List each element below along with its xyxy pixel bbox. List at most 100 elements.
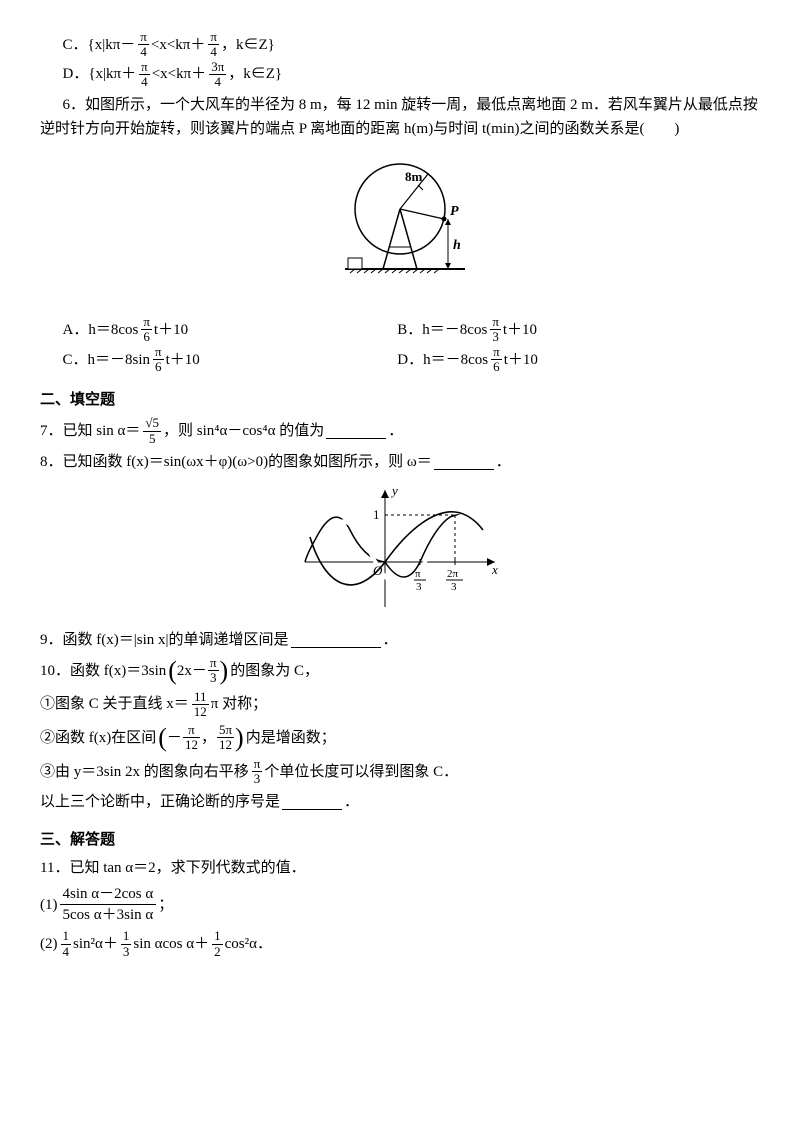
text: sin αcos α＋	[133, 932, 209, 956]
q6-option-c: C．h＝－8sin π6 t＋10	[63, 345, 398, 375]
num: 4sin α－2cos α	[60, 884, 157, 905]
text: t＋10	[166, 348, 200, 372]
num: π	[138, 30, 149, 45]
q5-option-d: D．{x|kπ＋ π4 <x<kπ＋ 3π4 ，k∈Z}	[40, 60, 760, 90]
text: t＋10	[504, 348, 538, 372]
num: π	[208, 656, 219, 671]
den: 6	[491, 360, 502, 374]
text: 个单位长度可以得到图象 C．	[264, 760, 458, 784]
answer-blank[interactable]	[326, 423, 386, 439]
text: 内是增函数；	[246, 726, 336, 750]
q9: 9．函数 f(x)＝|sin x|的单调递增区间是 ．	[40, 628, 760, 652]
text: π 对称；	[211, 692, 267, 716]
text: <x<kπ＋	[152, 62, 207, 86]
text: A．h＝8cos	[63, 318, 139, 342]
num: π	[153, 345, 164, 360]
text: ．	[388, 419, 403, 443]
q10-line5: 以上三个论断中，正确论断的序号是 ．	[40, 790, 760, 814]
text: B．h＝－8cos	[397, 318, 487, 342]
den: 4	[208, 45, 219, 59]
q10-line4: ③由 y＝3sin 2x 的图象向右平移 π3 个单位长度可以得到图象 C．	[40, 757, 760, 787]
text: sin²α＋	[73, 932, 118, 956]
q5-option-c: C．{x|kπ－ π4 <x<kπ＋ π4 ，k∈Z}	[40, 30, 760, 60]
text: ③由 y＝3sin 2x 的图象向右平移	[40, 760, 249, 784]
text: ，	[201, 726, 216, 750]
text: D．h＝－8cos	[397, 348, 488, 372]
num: 1	[121, 929, 132, 944]
q8: 8．已知函数 f(x)＝sin(ωx＋φ)(ω>0)的图象如图所示，则 ω＝ ．	[40, 450, 760, 474]
q6-figure: 8m P h	[40, 149, 760, 307]
label-p: P	[450, 204, 459, 219]
den: 4	[61, 945, 72, 959]
q6-options: A．h＝8cos π6 t＋10 B．h＝－8cos π3 t＋10 C．h＝－…	[63, 315, 761, 374]
svg-text:x: x	[491, 562, 498, 577]
den: 5cos α＋3sin α	[60, 905, 157, 925]
text: 9．函数 f(x)＝|sin x|的单调递增区间是	[40, 628, 289, 652]
fraction: 4sin α－2cos α 5cos α＋3sin α	[60, 884, 157, 925]
text: cos²α．	[225, 932, 272, 956]
text: ．	[344, 790, 359, 814]
text: ．	[496, 450, 511, 474]
num: π	[183, 723, 200, 738]
text: ．	[383, 628, 398, 652]
svg-text:3: 3	[451, 581, 457, 593]
text: ①图象 C 关于直线 x＝	[40, 692, 189, 716]
num: 5π	[217, 723, 234, 738]
text: C．{x|kπ－	[63, 33, 136, 57]
section-2-title: 二、填空题	[40, 388, 760, 412]
text: t＋10	[154, 318, 188, 342]
svg-text:3: 3	[416, 581, 422, 593]
q7: 7．已知 sin α＝ √55 ，则 sin⁴α－cos⁴α 的值为 ．	[40, 416, 760, 446]
den: 4	[209, 75, 226, 89]
paren: － π12 ， 5π12	[158, 723, 243, 753]
num: √5	[143, 416, 161, 431]
text: －	[167, 726, 182, 750]
q11-stem: 11．已知 tan α＝2，求下列代数式的值．	[40, 856, 760, 880]
text: (2)	[40, 932, 58, 956]
q6-option-b: B．h＝－8cos π3 t＋10	[397, 315, 732, 345]
paren: 2x－ π3	[168, 656, 228, 686]
svg-text:y: y	[390, 483, 398, 498]
den: 4	[138, 45, 149, 59]
num: π	[490, 315, 501, 330]
den: 3	[490, 330, 501, 344]
svg-text:2π: 2π	[447, 568, 459, 580]
q10-line1: 10．函数 f(x)＝3sin 2x－ π3 的图象为 C，	[40, 656, 760, 686]
num: π	[139, 60, 150, 75]
den: 4	[139, 75, 150, 89]
den: 12	[192, 705, 209, 719]
num: π	[208, 30, 219, 45]
answer-blank[interactable]	[434, 454, 494, 470]
den: 3	[208, 671, 219, 685]
q6-stem: 6．如图所示，一个大风车的半径为 8 m，每 12 min 旋转一周，最低点离地…	[40, 93, 760, 141]
text: 8．已知函数 f(x)＝sin(ωx＋φ)(ω>0)的图象如图所示，则 ω＝	[40, 450, 432, 474]
answer-blank[interactable]	[291, 632, 381, 648]
den: 2	[212, 945, 223, 959]
text: <x<kπ＋	[151, 33, 206, 57]
text: (1)	[40, 893, 58, 917]
den: 3	[121, 945, 132, 959]
num: 3π	[209, 60, 226, 75]
text: ，k∈Z}	[221, 33, 275, 57]
svg-text:π: π	[415, 568, 421, 580]
num: π	[252, 757, 263, 772]
text: C．h＝－8sin	[63, 348, 151, 372]
den: 12	[183, 738, 200, 752]
answer-blank[interactable]	[282, 794, 342, 810]
text: t＋10	[503, 318, 537, 342]
num: 1	[212, 929, 223, 944]
text: 的图象为 C，	[230, 659, 319, 683]
text: 2x－	[177, 659, 207, 683]
q6-option-d: D．h＝－8cos π6 t＋10	[397, 345, 732, 375]
num: 11	[192, 690, 209, 705]
text: ，则 sin⁴α－cos⁴α 的值为	[163, 419, 324, 443]
q6-option-a: A．h＝8cos π6 t＋10	[63, 315, 398, 345]
den: 12	[217, 738, 234, 752]
text: 7．已知 sin α＝	[40, 419, 140, 443]
den: 3	[252, 772, 263, 786]
num: 1	[61, 929, 72, 944]
q11-part2: (2) 14 sin²α＋ 13 sin αcos α＋ 12 cos²α．	[40, 929, 760, 959]
text: 以上三个论断中，正确论断的序号是	[40, 790, 280, 814]
label-h: h	[453, 238, 461, 253]
label-8m: 8m	[405, 169, 423, 184]
